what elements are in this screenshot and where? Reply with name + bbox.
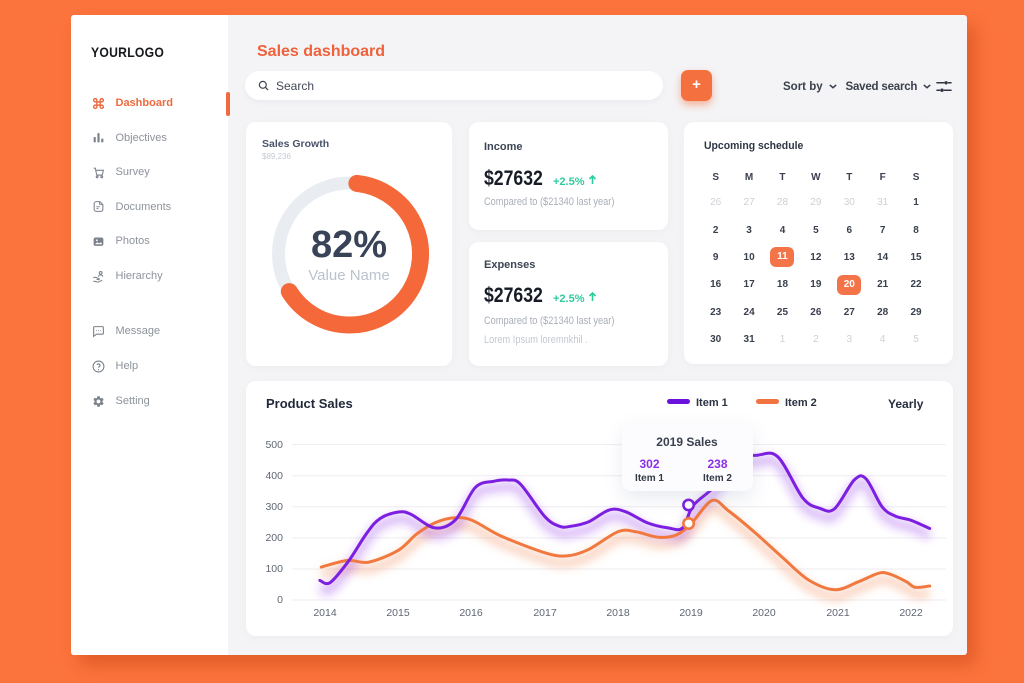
svg-text:2021: 2021 bbox=[826, 607, 850, 619]
svg-text:300: 300 bbox=[265, 501, 283, 513]
svg-text:400: 400 bbox=[265, 470, 283, 482]
svg-text:200: 200 bbox=[265, 532, 283, 544]
svg-text:2019: 2019 bbox=[679, 607, 703, 619]
svg-text:2014: 2014 bbox=[313, 607, 337, 619]
svg-text:2022: 2022 bbox=[899, 607, 923, 619]
svg-text:2020: 2020 bbox=[752, 607, 776, 619]
svg-text:2018: 2018 bbox=[606, 607, 630, 619]
svg-text:2016: 2016 bbox=[459, 607, 483, 619]
svg-text:2015: 2015 bbox=[386, 607, 410, 619]
svg-text:2017: 2017 bbox=[533, 607, 557, 619]
svg-text:0: 0 bbox=[277, 594, 283, 606]
svg-text:500: 500 bbox=[265, 439, 283, 451]
svg-text:100: 100 bbox=[265, 563, 283, 575]
